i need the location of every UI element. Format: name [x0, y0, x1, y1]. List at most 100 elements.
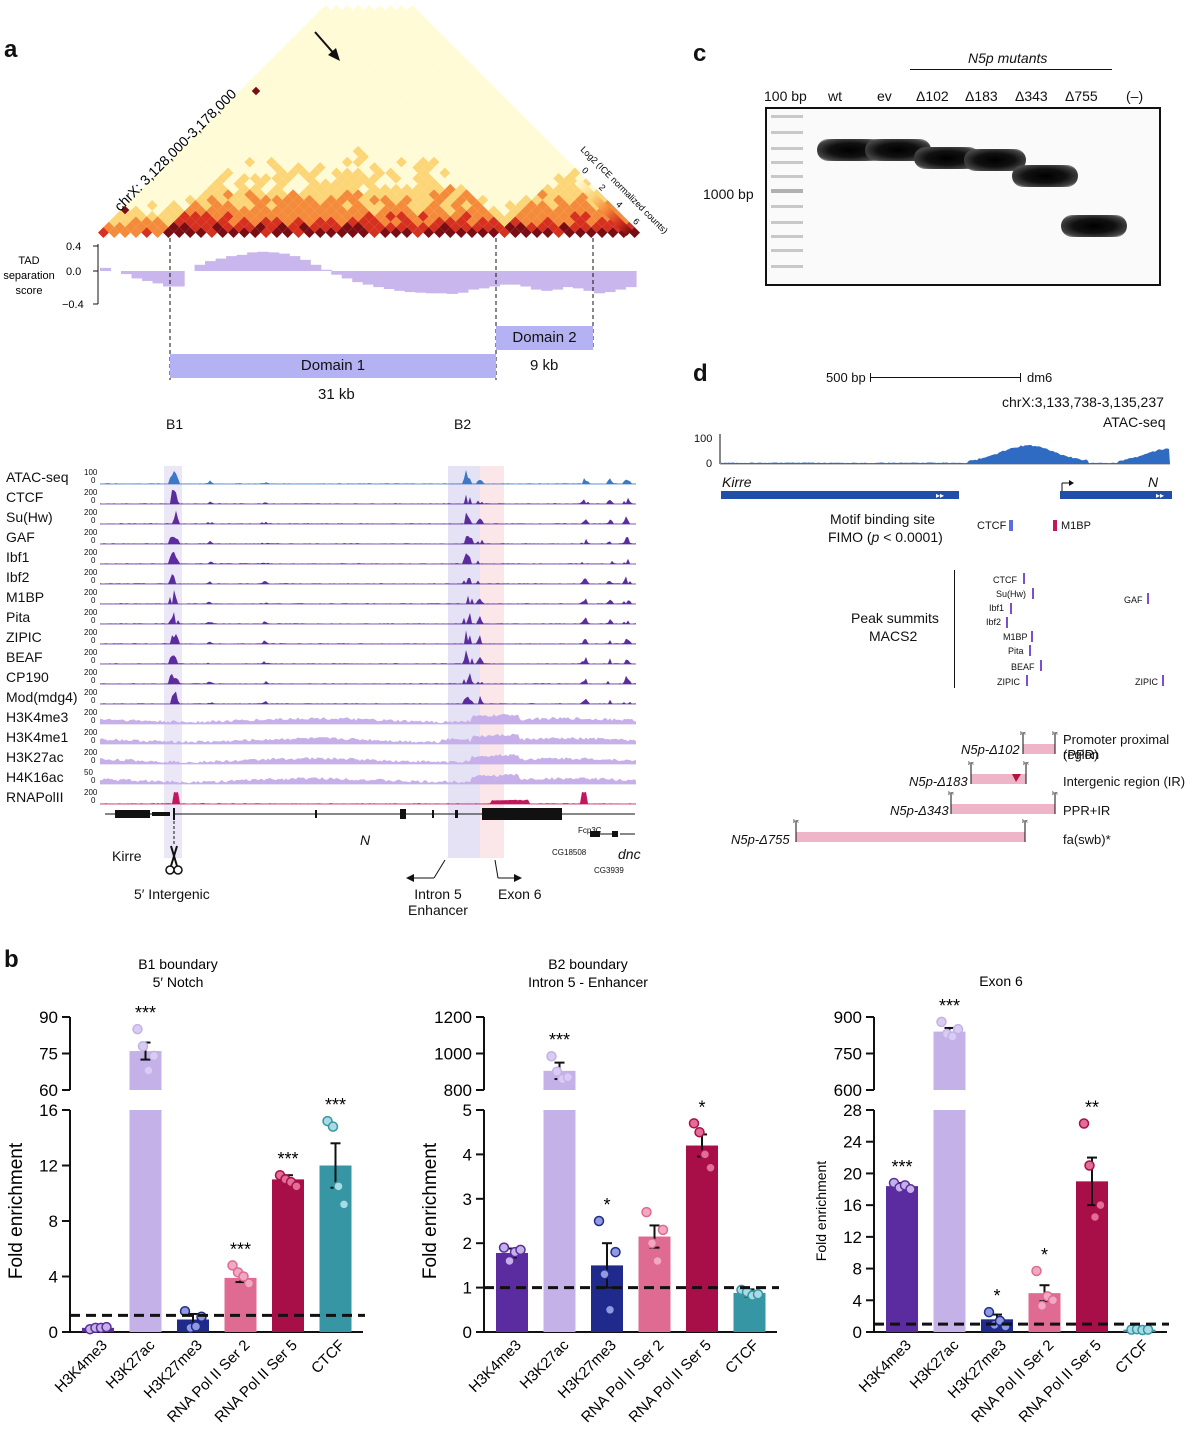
hic-cell	[417, 15, 429, 27]
hic-cell	[526, 189, 538, 201]
data-point	[604, 1304, 616, 1316]
bar	[543, 1110, 576, 1332]
tad-bar	[142, 271, 154, 281]
hic-cell	[423, 129, 435, 141]
hic-cell	[444, 172, 456, 184]
hic-cell	[238, 205, 250, 217]
mut-d343-name: N5p-Δ343	[890, 803, 949, 818]
hic-cell	[271, 172, 283, 184]
track-min: 0	[91, 676, 96, 685]
hic-cell	[217, 183, 229, 195]
kirre-gene	[115, 810, 150, 818]
hic-cell	[385, 221, 397, 233]
hic-cell	[276, 102, 288, 114]
hic-cell	[255, 124, 267, 136]
hic-cell	[390, 194, 402, 206]
hic-cell	[520, 205, 532, 217]
hic-cell	[363, 15, 375, 27]
hic-cell	[331, 15, 342, 27]
hic-cell	[412, 216, 424, 228]
panel-label-c: c	[693, 40, 707, 67]
hic-cell	[217, 194, 229, 206]
scale-genome: dm6	[1027, 370, 1053, 385]
tad-bar	[173, 271, 185, 287]
hic-cell	[298, 135, 310, 146]
hic-cell	[488, 129, 500, 141]
domain1-size: 31 kb	[318, 386, 355, 403]
hic-cell	[428, 200, 440, 211]
hic-cell	[287, 200, 299, 211]
track-signal	[100, 691, 636, 704]
track-min: 0	[91, 516, 96, 525]
hic-cell	[238, 118, 250, 130]
hic-cell	[574, 194, 586, 206]
hic-cell	[347, 129, 359, 141]
track-signal	[100, 753, 636, 764]
significance-label: *	[603, 1195, 610, 1215]
hic-cell	[331, 145, 342, 157]
hic-cell	[569, 221, 581, 233]
hic-cell	[341, 124, 353, 136]
hic-cell	[222, 189, 234, 201]
hic-cell	[260, 97, 272, 108]
hic-cell	[471, 80, 483, 92]
x-tick-label: RNA Pol II Ser 5	[1016, 1337, 1105, 1426]
hic-cell	[244, 113, 256, 125]
hic-cell	[423, 42, 435, 54]
peak-suhw: Su(Hw)	[996, 589, 1027, 599]
hic-cell	[591, 210, 603, 222]
hic-cell	[255, 135, 267, 146]
y-tick-label: 16	[39, 1101, 58, 1120]
hic-cell	[244, 189, 256, 201]
bar	[272, 1179, 304, 1332]
lane-d102: Δ102	[916, 88, 949, 104]
track-signal	[100, 773, 636, 784]
hic-cell	[471, 145, 483, 157]
data-point	[143, 1065, 154, 1076]
band-d102	[914, 147, 980, 169]
hic-cell	[309, 145, 321, 157]
hic-cell	[369, 227, 380, 238]
track-max: 200	[84, 508, 98, 517]
x-tick-label: RNA Pol II Ser 2	[578, 1337, 667, 1426]
hic-cell	[450, 210, 462, 222]
data-point	[705, 1162, 716, 1173]
hic-cell	[298, 113, 310, 125]
hic-cell	[537, 135, 548, 146]
hic-cell	[347, 21, 359, 33]
hic-cell	[574, 216, 586, 228]
hic-cell	[455, 140, 467, 152]
hic-cell	[260, 183, 272, 195]
tad-bar	[121, 271, 133, 275]
hic-cell	[531, 140, 543, 152]
hic-cell	[255, 156, 267, 168]
hic-cell	[222, 178, 234, 190]
y-tick-label: 750	[834, 1045, 862, 1064]
hic-cell	[314, 129, 326, 141]
data-point	[562, 1071, 574, 1083]
hic-cell	[488, 140, 500, 152]
hic-cell	[417, 178, 429, 190]
hic-cell	[206, 162, 218, 173]
x-tick-label: CTCF	[1112, 1337, 1152, 1377]
hic-cell	[385, 167, 397, 179]
hic-cell	[423, 205, 435, 217]
hic-cell	[325, 172, 337, 184]
hic-cell	[157, 200, 169, 211]
hic-cell	[271, 183, 283, 195]
hic-cell	[238, 107, 250, 119]
hic-cell	[509, 172, 521, 184]
hic-cell	[455, 216, 467, 228]
hic-cell	[303, 227, 315, 238]
hic-cell	[309, 102, 321, 114]
hic-cell	[423, 172, 435, 184]
data-point	[333, 1181, 344, 1192]
hic-cell	[287, 156, 299, 168]
hic-cell	[396, 4, 407, 16]
hic-cell	[542, 172, 554, 184]
y-tick-label: 28	[843, 1101, 862, 1120]
hic-cell	[520, 162, 532, 173]
hic-cell	[255, 189, 267, 201]
